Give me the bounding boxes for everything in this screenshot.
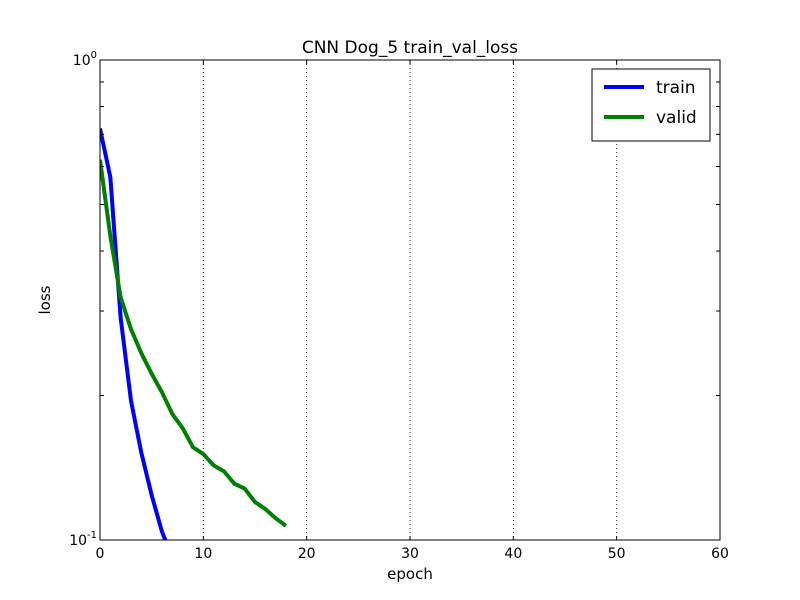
series-layer bbox=[100, 128, 288, 540]
y-tick-label: 100 bbox=[73, 50, 97, 69]
y-axis-label: loss bbox=[36, 285, 54, 314]
x-tick-label: 10 bbox=[194, 546, 212, 562]
series-line-valid bbox=[100, 159, 288, 528]
x-tick-label: 40 bbox=[504, 546, 522, 562]
legend-label-valid: valid bbox=[656, 108, 697, 128]
chart-title: CNN Dog_5 train_val_loss bbox=[302, 38, 518, 58]
x-tick-label: 0 bbox=[96, 546, 105, 562]
y-tick-label: 10-1 bbox=[69, 530, 97, 549]
legend: train valid bbox=[591, 68, 711, 142]
x-tick-label: 30 bbox=[401, 546, 419, 562]
legend-label-train: train bbox=[656, 78, 696, 98]
x-tick-label: 60 bbox=[711, 546, 729, 562]
axis-ticks: 0 10 20 30 40 50 60 10-1 100 bbox=[69, 50, 729, 562]
x-tick-label: 20 bbox=[298, 546, 316, 562]
x-axis-label: epoch bbox=[387, 565, 433, 583]
series-line-train bbox=[100, 128, 168, 540]
legend-box bbox=[591, 68, 711, 142]
x-tick-label: 50 bbox=[608, 546, 626, 562]
